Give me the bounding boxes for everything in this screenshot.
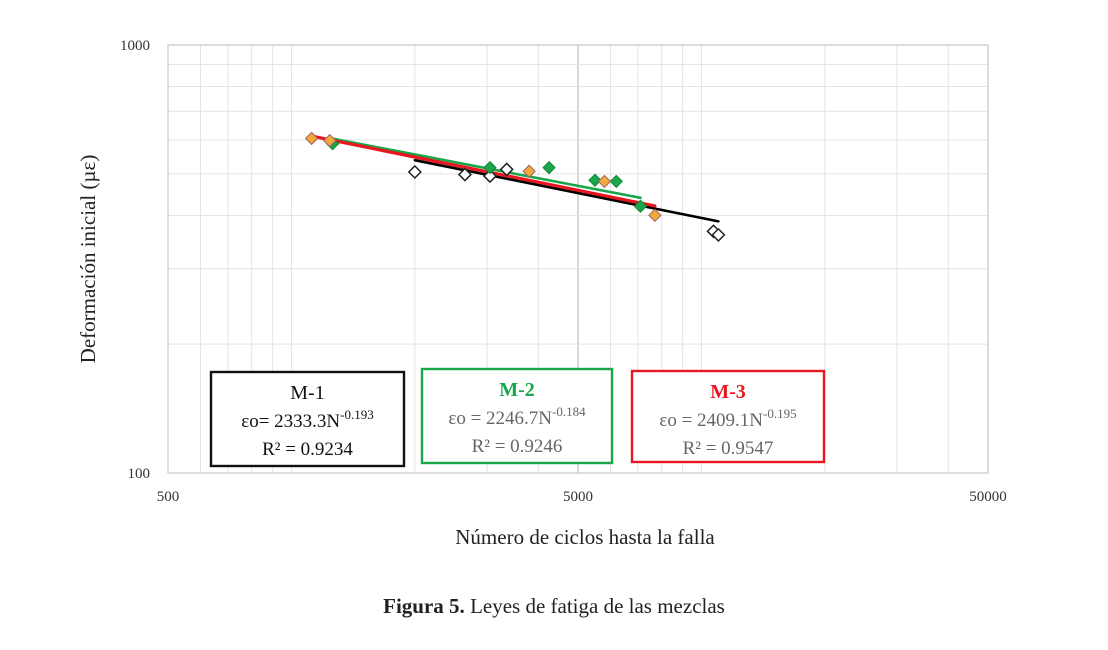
series-name: M-3 <box>710 381 746 403</box>
equation-box-m-2: M-2 εo = 2246.7N-0.184 R² = 0.9246 <box>420 367 614 465</box>
data-point-m-3 <box>323 133 337 148</box>
y-tick-labels: 100 1000 <box>120 38 150 482</box>
fit-lines <box>310 134 720 223</box>
data-point-m-2 <box>542 160 556 175</box>
series-name: M-1 <box>290 382 324 404</box>
x-tick-labels: 500 5000 50000 <box>157 489 1007 505</box>
data-point-m-1 <box>499 162 514 177</box>
equation-box-frame <box>420 367 614 465</box>
r-squared: R² = 0.9547 <box>683 438 774 459</box>
data-point-m-2 <box>633 199 648 213</box>
equation-box-frame <box>209 370 406 468</box>
y-tick-label: 1000 <box>120 38 150 54</box>
fit-line-m-1 <box>413 158 720 223</box>
x-tick-label: 5000 <box>563 489 593 505</box>
data-point-m-3 <box>648 208 662 223</box>
equation-box-m-1: M-1 εo= 2333.3N-0.193 R² = 0.9234 <box>209 370 406 468</box>
fit-equation: εo = 2246.7N-0.184 <box>448 404 586 429</box>
x-tick-label: 50000 <box>969 489 1007 505</box>
caption-label: Figura 5. <box>383 594 465 618</box>
caption-text: Leyes de fatiga de las mezclas <box>464 594 725 618</box>
data-points <box>304 131 726 242</box>
y-axis-title: Deformación inicial (µε) <box>76 155 100 364</box>
equation-box-m-3: M-3 εo = 2409.1N-0.195 R² = 0.9547 <box>630 369 826 464</box>
series-name: M-2 <box>499 379 535 401</box>
data-point-m-1 <box>457 167 473 182</box>
data-point-m-1 <box>407 164 422 180</box>
r-squared: R² = 0.9234 <box>262 439 353 460</box>
fit-equation: εo= 2333.3N-0.193 <box>241 407 374 432</box>
y-tick-label: 100 <box>128 466 151 482</box>
data-point-m-2 <box>588 173 602 187</box>
data-point-m-2 <box>483 160 497 175</box>
data-point-m-3 <box>304 131 319 146</box>
r-squared: R² = 0.9246 <box>472 436 563 457</box>
equation-box-frame <box>630 369 826 464</box>
data-point-m-1 <box>711 227 726 242</box>
equation-boxes: M-1 εo= 2333.3N-0.193 R² = 0.9234 M-2 εo = 2… <box>209 367 826 468</box>
fit-equation: εo = 2409.1N-0.195 <box>659 406 796 431</box>
data-point-m-3 <box>597 174 612 189</box>
plot-area <box>167 44 989 474</box>
x-axis-title: Número de ciclos hasta la falla <box>455 525 715 549</box>
data-point-m-2 <box>609 174 624 189</box>
data-point-m-1 <box>482 169 498 184</box>
fit-line-m-3 <box>310 134 657 208</box>
x-tick-label: 500 <box>157 489 180 505</box>
data-point-m-3 <box>522 164 536 178</box>
figure-caption: Figura 5. Leyes de fatiga de las mezclas <box>0 594 1108 619</box>
